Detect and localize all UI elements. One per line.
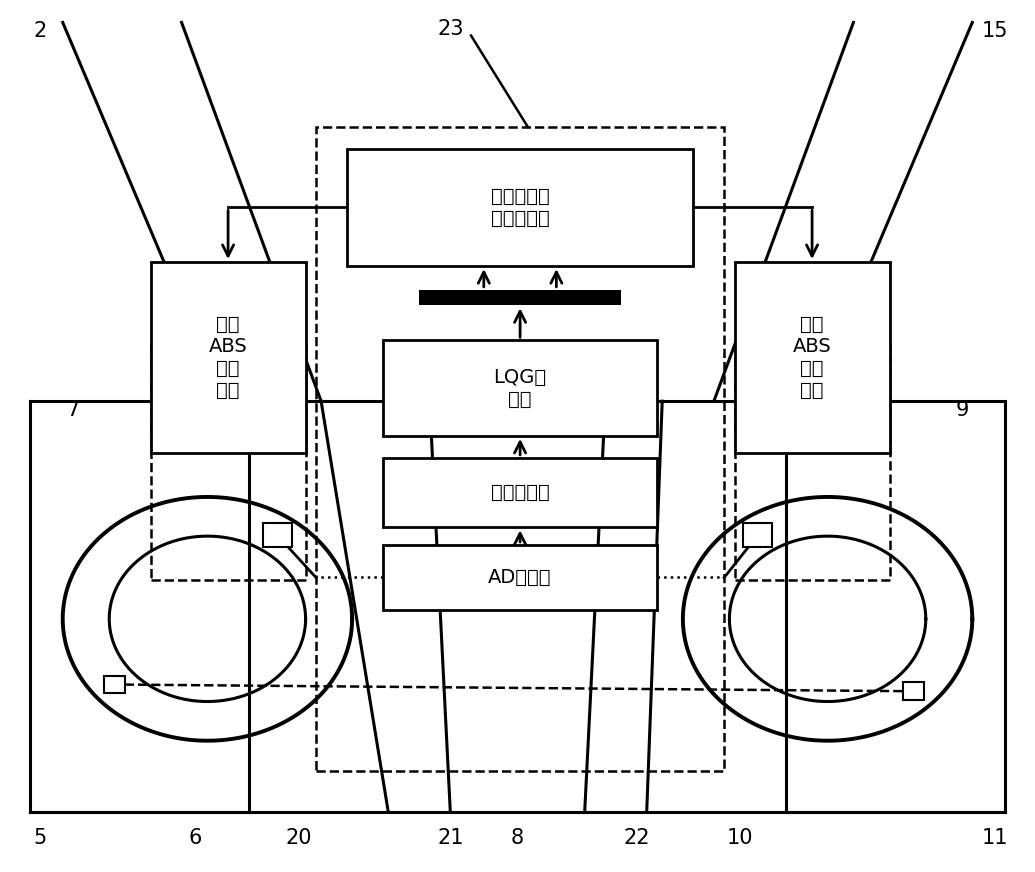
- Text: LQG控
制器: LQG控 制器: [494, 368, 546, 409]
- Text: 9: 9: [955, 400, 969, 420]
- Bar: [105, 676, 124, 693]
- Text: 21: 21: [437, 828, 464, 848]
- Bar: [347, 149, 693, 266]
- Text: 6: 6: [188, 828, 202, 848]
- Text: 8: 8: [511, 828, 524, 848]
- Bar: [150, 344, 305, 580]
- Text: 2: 2: [33, 21, 47, 41]
- Bar: [316, 127, 724, 771]
- Text: 前轮
ABS
执行
机构: 前轮 ABS 执行 机构: [209, 315, 247, 400]
- Text: 5: 5: [33, 828, 47, 848]
- Bar: [263, 523, 292, 548]
- Text: AD转换器: AD转换器: [489, 568, 552, 587]
- Bar: [904, 683, 924, 700]
- Text: 后轮
ABS
执行
机构: 后轮 ABS 执行 机构: [793, 315, 831, 400]
- Text: 7: 7: [66, 400, 80, 420]
- Text: 信号观测器: 信号观测器: [491, 483, 550, 502]
- Bar: [383, 458, 657, 528]
- Text: 20: 20: [285, 828, 312, 848]
- Text: 23: 23: [437, 18, 464, 38]
- Text: 10: 10: [727, 828, 753, 848]
- Text: 制动力矩阀
值控制单元: 制动力矩阀 值控制单元: [491, 187, 550, 228]
- Bar: [383, 340, 657, 436]
- Bar: [383, 545, 657, 610]
- Text: 15: 15: [982, 21, 1008, 41]
- Bar: [735, 344, 890, 580]
- Bar: [419, 290, 621, 305]
- Text: 11: 11: [982, 828, 1008, 848]
- Bar: [735, 262, 890, 453]
- Bar: [150, 262, 305, 453]
- Bar: [743, 523, 772, 548]
- Text: 22: 22: [623, 828, 650, 848]
